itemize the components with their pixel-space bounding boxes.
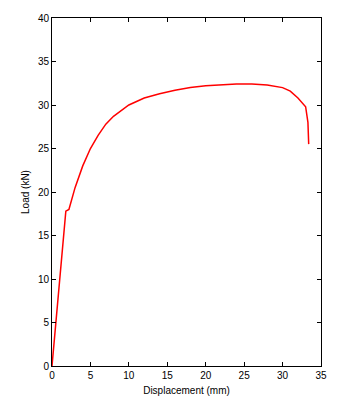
svg-text:0: 0 [49,370,55,381]
svg-text:10: 10 [123,370,135,381]
svg-text:10: 10 [38,274,50,285]
svg-text:5: 5 [88,370,94,381]
svg-text:Load (kN): Load (kN) [20,170,31,214]
svg-text:30: 30 [38,100,50,111]
svg-text:15: 15 [162,370,174,381]
svg-text:40: 40 [38,13,50,24]
svg-text:Displacement (mm): Displacement (mm) [143,385,230,396]
svg-text:25: 25 [38,143,50,154]
svg-text:20: 20 [38,187,50,198]
svg-text:25: 25 [239,370,251,381]
svg-text:5: 5 [43,317,49,328]
svg-text:15: 15 [38,230,50,241]
svg-text:30: 30 [277,370,289,381]
svg-text:20: 20 [200,370,212,381]
svg-text:35: 35 [38,56,50,67]
svg-text:35: 35 [315,370,327,381]
svg-text:0: 0 [43,361,49,372]
